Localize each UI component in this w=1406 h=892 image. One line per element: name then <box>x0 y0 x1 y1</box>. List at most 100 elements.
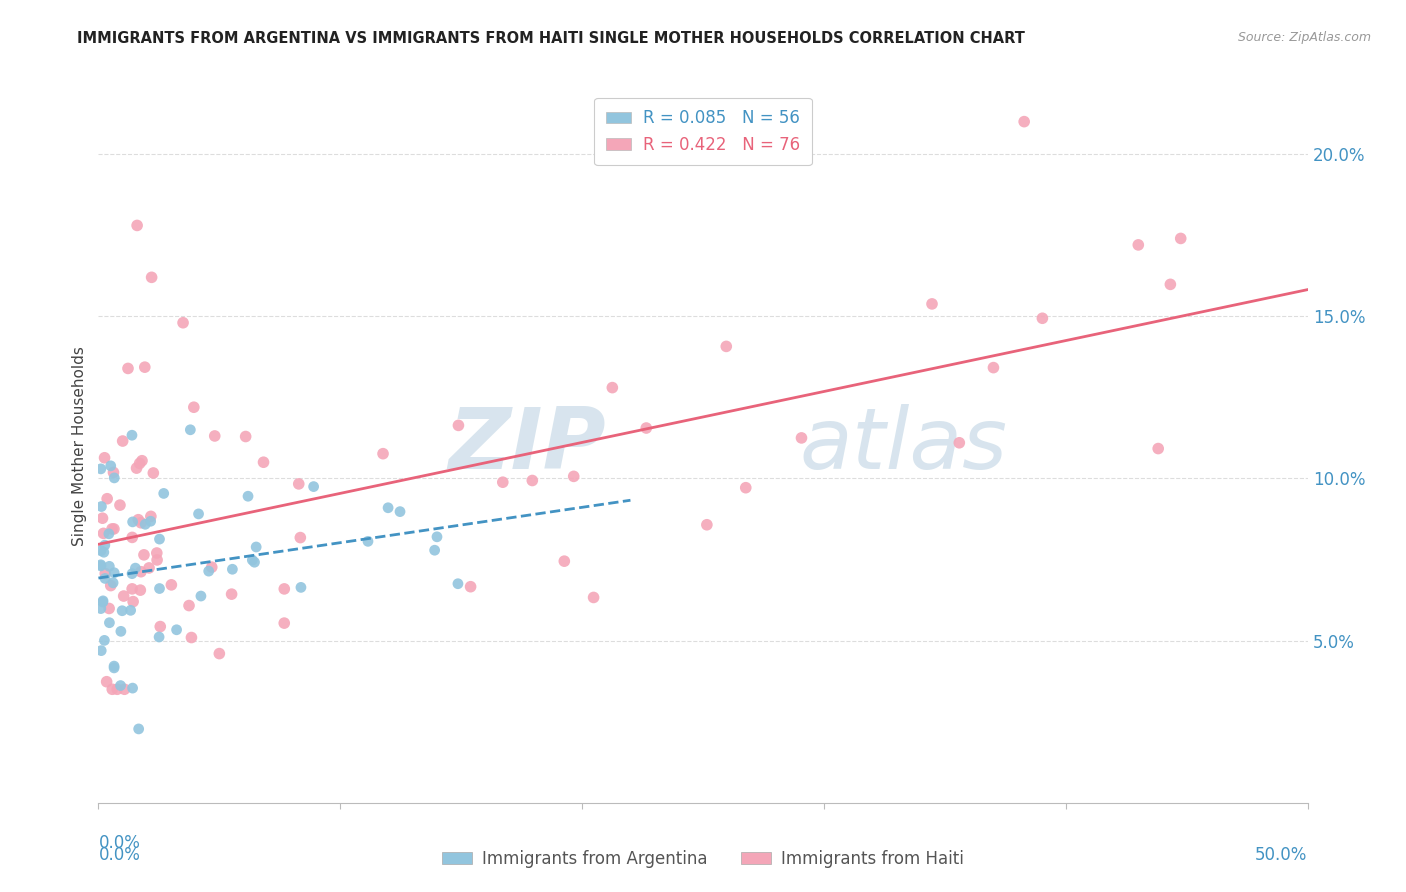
Point <box>110 679 132 693</box>
Point <box>371 447 394 461</box>
Point <box>1159 277 1181 292</box>
Text: Source: ZipAtlas.com: Source: ZipAtlas.com <box>1237 31 1371 45</box>
Point <box>93 633 115 648</box>
Point <box>148 630 170 644</box>
Point <box>128 722 150 736</box>
Legend: R = 0.085   N = 56, R = 0.422   N = 76: R = 0.085 N = 56, R = 0.422 N = 76 <box>595 97 811 165</box>
Point <box>948 435 970 450</box>
Point <box>447 418 470 433</box>
Point <box>204 429 226 443</box>
Point <box>187 507 209 521</box>
Point <box>90 643 112 657</box>
Point <box>138 561 160 575</box>
Point <box>273 582 295 596</box>
Point <box>117 361 139 376</box>
Point <box>1170 231 1192 245</box>
Point <box>103 466 125 480</box>
Point <box>91 594 114 608</box>
Point <box>139 509 162 524</box>
Point <box>190 589 212 603</box>
Point <box>98 559 121 574</box>
Point <box>121 566 143 581</box>
Point <box>91 595 114 609</box>
Point <box>100 458 122 473</box>
Point <box>121 681 143 695</box>
Point <box>93 545 115 559</box>
Point <box>124 561 146 575</box>
Point <box>93 526 115 541</box>
Point <box>114 682 136 697</box>
Point <box>111 434 134 448</box>
Point <box>562 469 585 483</box>
Point <box>90 462 112 476</box>
Point <box>98 601 121 615</box>
Point <box>108 498 131 512</box>
Point <box>103 661 125 675</box>
Point <box>290 531 312 545</box>
Point <box>240 553 263 567</box>
Point <box>602 381 624 395</box>
Point <box>103 566 125 580</box>
Point <box>221 562 243 576</box>
Point <box>110 624 132 639</box>
Point <box>127 219 149 233</box>
Point <box>122 594 145 608</box>
Point <box>141 270 163 285</box>
Text: 0.0%: 0.0% <box>98 846 141 863</box>
Point <box>101 575 124 590</box>
Point <box>716 339 738 353</box>
Point <box>148 582 170 596</box>
Point <box>90 543 112 558</box>
Point <box>166 623 188 637</box>
Point <box>90 558 112 573</box>
Point <box>103 471 125 485</box>
Point <box>235 429 257 443</box>
Point <box>98 615 121 630</box>
Point <box>146 553 169 567</box>
Point <box>128 457 150 471</box>
Point <box>142 466 165 480</box>
Text: 0.0%: 0.0% <box>98 834 141 852</box>
Point <box>180 631 202 645</box>
Point <box>105 682 128 697</box>
Point <box>100 578 122 592</box>
Point <box>302 480 325 494</box>
Point <box>553 554 575 568</box>
Point <box>357 534 380 549</box>
Point <box>121 428 143 442</box>
Y-axis label: Single Mother Households: Single Mother Households <box>72 346 87 546</box>
Point <box>132 548 155 562</box>
Point <box>96 674 118 689</box>
Point <box>121 582 143 596</box>
Point <box>120 603 142 617</box>
Point <box>111 604 134 618</box>
Point <box>94 538 117 552</box>
Point <box>121 530 143 544</box>
Point <box>149 619 172 633</box>
Point <box>734 481 756 495</box>
Point <box>426 530 449 544</box>
Point <box>243 555 266 569</box>
Point <box>94 566 117 581</box>
Point <box>129 516 152 530</box>
Point <box>112 589 135 603</box>
Point <box>127 513 149 527</box>
Point <box>447 576 470 591</box>
Point <box>208 647 231 661</box>
Point <box>90 500 112 514</box>
Point <box>103 522 125 536</box>
Point <box>146 546 169 560</box>
Point <box>221 587 243 601</box>
Point <box>245 540 267 554</box>
Point <box>983 360 1005 375</box>
Point <box>636 421 658 435</box>
Point <box>236 489 259 503</box>
Point <box>101 522 124 536</box>
Point <box>252 455 274 469</box>
Point <box>160 578 183 592</box>
Point <box>101 682 124 697</box>
Point <box>377 500 399 515</box>
Point <box>197 564 219 578</box>
Point <box>139 514 162 528</box>
Point <box>129 583 152 598</box>
